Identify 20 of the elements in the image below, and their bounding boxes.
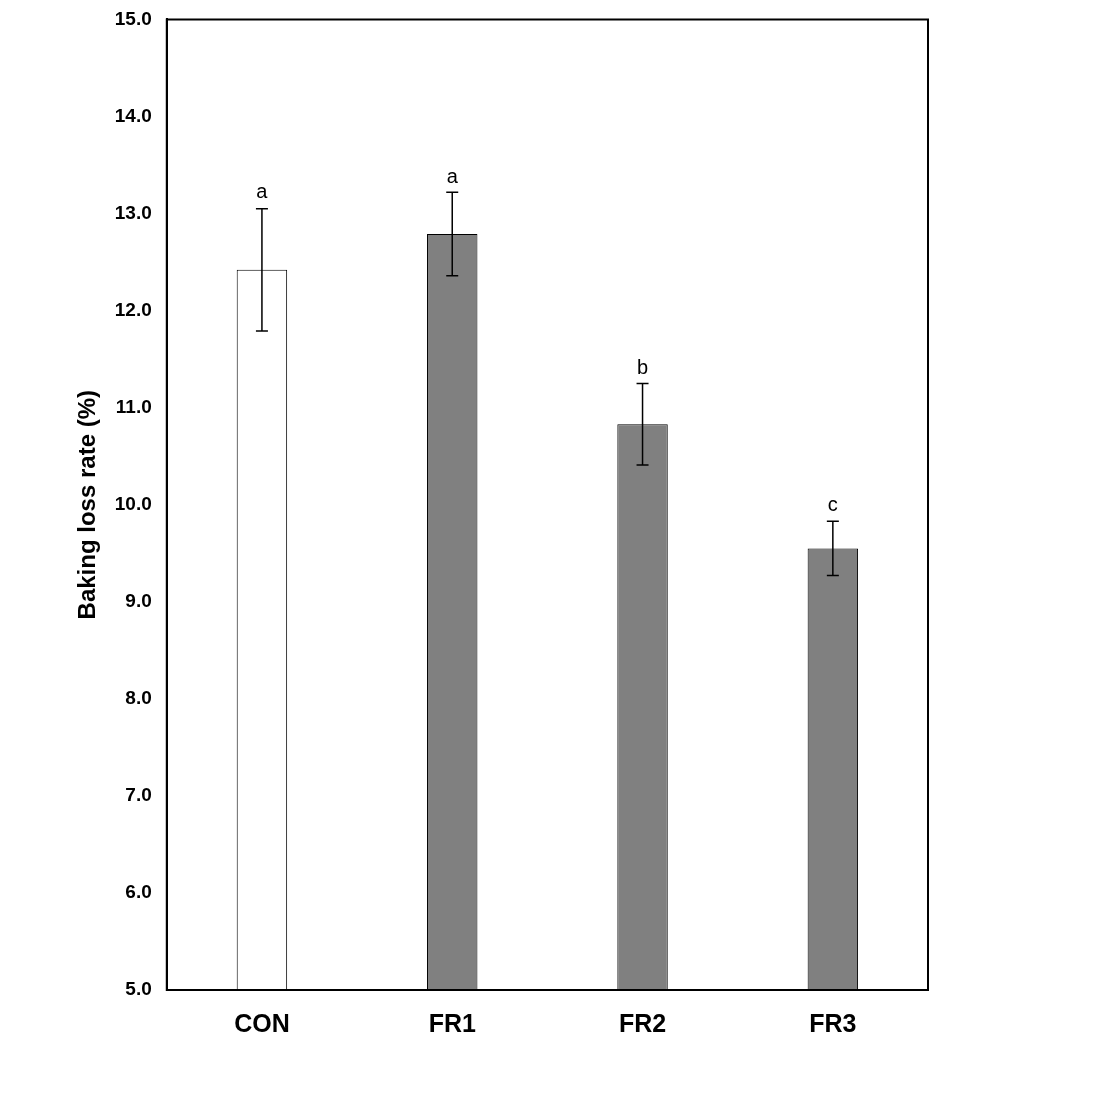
- y-tick-label: 13.0: [114, 201, 152, 223]
- y-tick-label: 6.0: [125, 881, 152, 903]
- annotation: a: [446, 164, 459, 187]
- annotation: a: [256, 180, 269, 203]
- y-tick-label: 8.0: [125, 687, 152, 709]
- y-tick-label: 11.0: [115, 395, 152, 417]
- x-tick-label: FR3: [809, 1008, 857, 1037]
- y-tick-label: 12.0: [114, 298, 152, 320]
- y-tick-label: 10.0: [114, 492, 152, 514]
- x-tick-label: FR2: [618, 1008, 667, 1037]
- y-tick-label: 5.0: [125, 978, 152, 1000]
- annotation: b: [636, 355, 649, 378]
- annotation: c: [827, 492, 838, 515]
- y-tick-label: 14.0: [114, 104, 152, 126]
- x-tick-label: FR1: [428, 1008, 476, 1037]
- y-axis-title: Baking loss rate (%): [73, 390, 101, 620]
- y-tick-label: 15.0: [114, 7, 152, 29]
- x-tick-label: CON: [234, 1008, 290, 1037]
- y-tick-label: 9.0: [125, 589, 152, 611]
- y-tick-label: 7.0: [125, 784, 152, 806]
